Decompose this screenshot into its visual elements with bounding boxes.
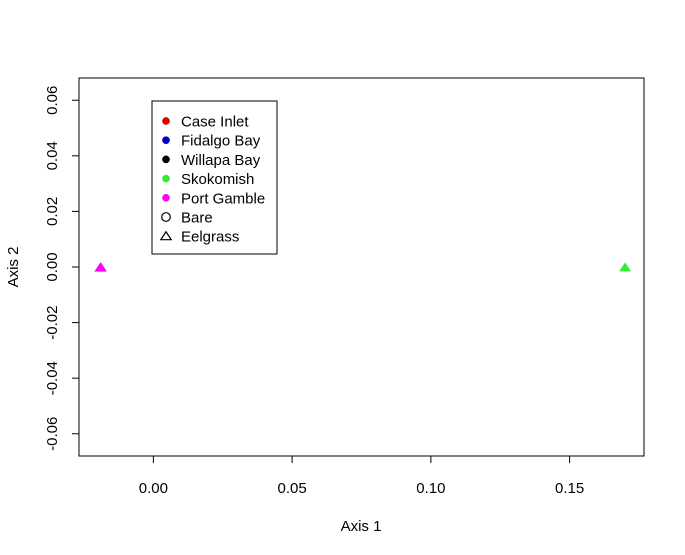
legend-box [151, 100, 278, 255]
x-axis: 0.00 0.05 0.10 0.15 [139, 455, 584, 497]
y-tick-label: -0.04 [44, 361, 61, 395]
y-tick-label: -0.06 [44, 417, 61, 451]
legend-swatch [159, 230, 173, 241]
legend-swatch [162, 117, 170, 125]
legend-label: Skokomish [181, 171, 254, 188]
x-tick-label: 0.10 [416, 480, 445, 497]
y-tick-label: -0.02 [44, 305, 61, 339]
legend-label: Fidalgo Bay [181, 133, 261, 150]
y-tick-label: 0.00 [44, 252, 61, 281]
y-axis: -0.06 -0.04 -0.02 0.00 0.02 0.04 0.06 [44, 86, 80, 451]
legend-swatch [162, 193, 170, 202]
data-point-skokomish [619, 262, 632, 272]
x-tick-label: 0.15 [555, 480, 584, 497]
x-axis-title: Axis 1 [341, 518, 382, 535]
y-tick-label: 0.04 [44, 141, 61, 170]
y-tick-label: 0.02 [44, 197, 61, 226]
legend-swatch [161, 212, 171, 222]
legend-label: Eelgrass [181, 229, 239, 246]
y-axis-title: Axis 2 [5, 247, 22, 288]
data-point-port-gamble [94, 262, 107, 272]
legend-label: Willapa Bay [181, 152, 261, 169]
x-tick-label: 0.00 [139, 480, 168, 497]
legend-swatch [162, 174, 170, 183]
legend-swatch [162, 155, 170, 164]
legend-label: Bare [181, 210, 213, 227]
data-points [94, 262, 632, 272]
y-tick-label: 0.06 [44, 86, 61, 115]
legend-swatch [162, 136, 170, 145]
legend-label: Case Inlet [181, 114, 249, 131]
x-tick-label: 0.05 [278, 480, 307, 497]
legend: Case Inlet Fidalgo Bay Willapa Bay Skokomis… [151, 100, 278, 255]
legend-label: Port Gamble [181, 190, 265, 207]
